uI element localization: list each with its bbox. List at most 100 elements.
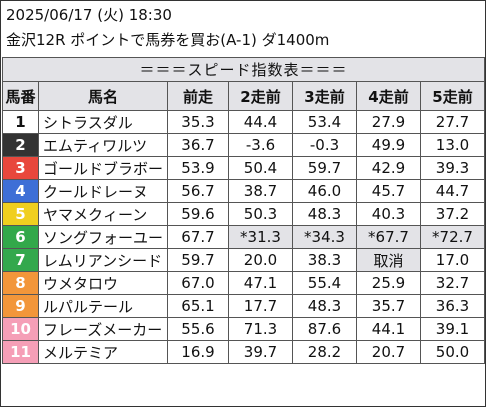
speed-index-2: 50.3 bbox=[228, 202, 293, 226]
speed-index-5: 17.0 bbox=[420, 248, 485, 272]
table-caption: ＝＝＝スピード指数表＝＝＝ bbox=[2, 57, 485, 82]
umaban-badge: 11 bbox=[2, 340, 39, 364]
speed-index-3: 46.0 bbox=[292, 179, 357, 203]
table-row: 3 ゴールドブラボー 53.9 50.4 59.7 42.9 39.3 bbox=[2, 156, 485, 180]
speed-index-1: 56.7 bbox=[167, 179, 229, 203]
column-header-3-races-ago: 3走前 bbox=[292, 81, 357, 111]
speed-index-5: 50.0 bbox=[420, 340, 485, 364]
speed-index-2: 50.4 bbox=[228, 156, 293, 180]
horse-name: ゴールドブラボー bbox=[38, 156, 168, 180]
column-header-last-race: 前走 bbox=[167, 81, 229, 111]
speed-index-4: *67.7 bbox=[356, 225, 421, 249]
horse-name: シトラスダル bbox=[38, 110, 168, 134]
table-header-row: 馬番 馬名 前走 2走前 3走前 4走前 5走前 bbox=[2, 81, 485, 111]
speed-index-2: 47.1 bbox=[228, 271, 293, 295]
race-datetime: 2025/06/17 (火) 18:30 bbox=[6, 6, 172, 24]
speed-index-5: 39.3 bbox=[420, 156, 485, 180]
umaban-badge: 6 bbox=[2, 225, 39, 249]
speed-index-1: 67.0 bbox=[167, 271, 229, 295]
horse-name: メルテミア bbox=[38, 340, 168, 364]
umaban-badge: 3 bbox=[2, 156, 39, 180]
speed-index-5: 37.2 bbox=[420, 202, 485, 226]
speed-index-1: 59.7 bbox=[167, 248, 229, 272]
speed-index-5: 36.3 bbox=[420, 294, 485, 318]
speed-index-5: *72.7 bbox=[420, 225, 485, 249]
speed-index-4: 40.3 bbox=[356, 202, 421, 226]
horse-name: フレーズメーカー bbox=[38, 317, 168, 341]
speed-index-3: 87.6 bbox=[292, 317, 357, 341]
table-row: 1 シトラスダル 35.3 44.4 53.4 27.9 27.7 bbox=[2, 110, 485, 134]
speed-index-4: 取消 bbox=[356, 248, 421, 272]
speed-index-3: 55.4 bbox=[292, 271, 357, 295]
speed-index-3: 53.4 bbox=[292, 110, 357, 134]
speed-index-4: 35.7 bbox=[356, 294, 421, 318]
speed-index-3: 38.3 bbox=[292, 248, 357, 272]
table-row: 8 ウメタロウ 67.0 47.1 55.4 25.9 32.7 bbox=[2, 271, 485, 295]
horse-name: ヤマメクィーン bbox=[38, 202, 168, 226]
speed-index-3: 48.3 bbox=[292, 294, 357, 318]
umaban-badge: 1 bbox=[2, 110, 39, 134]
speed-index-5: 13.0 bbox=[420, 133, 485, 157]
umaban-badge: 9 bbox=[2, 294, 39, 318]
table-row: 6 ソングフォーユー 67.7 *31.3 *34.3 *67.7 *72.7 bbox=[2, 225, 485, 249]
speed-index-4: 20.7 bbox=[356, 340, 421, 364]
speed-index-3: 59.7 bbox=[292, 156, 357, 180]
table-row: 7 レムリアンシード 59.7 20.0 38.3 取消 17.0 bbox=[2, 248, 485, 272]
umaban-badge: 10 bbox=[2, 317, 39, 341]
speed-index-2: *31.3 bbox=[228, 225, 293, 249]
speed-index-1: 16.9 bbox=[167, 340, 229, 364]
speed-index-4: 27.9 bbox=[356, 110, 421, 134]
speed-index-1: 59.6 bbox=[167, 202, 229, 226]
table-row: 5 ヤマメクィーン 59.6 50.3 48.3 40.3 37.2 bbox=[2, 202, 485, 226]
umaban-badge: 8 bbox=[2, 271, 39, 295]
column-header-5-races-ago: 5走前 bbox=[420, 81, 485, 111]
umaban-badge: 4 bbox=[2, 179, 39, 203]
speed-index-4: 44.1 bbox=[356, 317, 421, 341]
speed-index-2: 38.7 bbox=[228, 179, 293, 203]
speed-index-3: *34.3 bbox=[292, 225, 357, 249]
horse-name: ルパルテール bbox=[38, 294, 168, 318]
table-row: 11 メルテミア 16.9 39.7 28.2 20.7 50.0 bbox=[2, 340, 485, 364]
table-row: 2 エムティワルツ 36.7 -3.6 -0.3 49.9 13.0 bbox=[2, 133, 485, 157]
speed-index-2: 17.7 bbox=[228, 294, 293, 318]
speed-index-3: -0.3 bbox=[292, 133, 357, 157]
speed-index-5: 32.7 bbox=[420, 271, 485, 295]
table-row: 9 ルパルテール 65.1 17.7 48.3 35.7 36.3 bbox=[2, 294, 485, 318]
speed-index-table: ＝＝＝スピード指数表＝＝＝ 馬番 馬名 前走 2走前 3走前 4走前 5走前 1… bbox=[2, 57, 485, 364]
speed-index-2: 44.4 bbox=[228, 110, 293, 134]
speed-index-2: 39.7 bbox=[228, 340, 293, 364]
speed-index-4: 42.9 bbox=[356, 156, 421, 180]
speed-index-1: 55.6 bbox=[167, 317, 229, 341]
horse-name: ソングフォーユー bbox=[38, 225, 168, 249]
speed-index-5: 39.1 bbox=[420, 317, 485, 341]
speed-index-3: 48.3 bbox=[292, 202, 357, 226]
table-caption-row: ＝＝＝スピード指数表＝＝＝ bbox=[2, 57, 485, 82]
speed-index-4: 45.7 bbox=[356, 179, 421, 203]
column-header-2-races-ago: 2走前 bbox=[228, 81, 293, 111]
horse-name: ウメタロウ bbox=[38, 271, 168, 295]
horse-name: クールドレーヌ bbox=[38, 179, 168, 203]
column-header-umaban: 馬番 bbox=[2, 81, 39, 111]
speed-index-1: 53.9 bbox=[167, 156, 229, 180]
speed-index-5: 44.7 bbox=[420, 179, 485, 203]
horse-name: エムティワルツ bbox=[38, 133, 168, 157]
speed-index-1: 65.1 bbox=[167, 294, 229, 318]
race-title: 金沢12R ポイントで馬券を買お(A-1) ダ1400m bbox=[6, 31, 330, 49]
umaban-badge: 7 bbox=[2, 248, 39, 272]
table-row: 10 フレーズメーカー 55.6 71.3 87.6 44.1 39.1 bbox=[2, 317, 485, 341]
speed-index-1: 36.7 bbox=[167, 133, 229, 157]
speed-index-3: 28.2 bbox=[292, 340, 357, 364]
umaban-badge: 2 bbox=[2, 133, 39, 157]
speed-index-2: -3.6 bbox=[228, 133, 293, 157]
speed-index-1: 67.7 bbox=[167, 225, 229, 249]
speed-index-2: 71.3 bbox=[228, 317, 293, 341]
speed-index-4: 25.9 bbox=[356, 271, 421, 295]
table-row: 4 クールドレーヌ 56.7 38.7 46.0 45.7 44.7 bbox=[2, 179, 485, 203]
umaban-badge: 5 bbox=[2, 202, 39, 226]
horse-name: レムリアンシード bbox=[38, 248, 168, 272]
column-header-horse-name: 馬名 bbox=[38, 81, 168, 111]
speed-index-5: 27.7 bbox=[420, 110, 485, 134]
speed-index-2: 20.0 bbox=[228, 248, 293, 272]
column-header-4-races-ago: 4走前 bbox=[356, 81, 421, 111]
speed-index-4: 49.9 bbox=[356, 133, 421, 157]
